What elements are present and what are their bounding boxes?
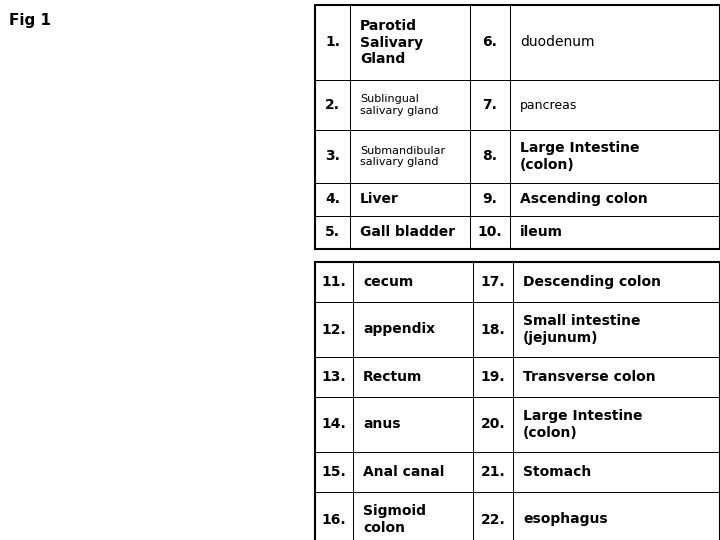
Text: 22.: 22.: [481, 512, 505, 526]
Text: Ascending colon: Ascending colon: [520, 192, 648, 206]
Text: 19.: 19.: [481, 370, 505, 384]
Text: Small intestine
(jejunum): Small intestine (jejunum): [523, 314, 641, 345]
Bar: [315, 216, 350, 249]
Bar: [513, 397, 720, 452]
Bar: [470, 80, 510, 130]
Bar: [315, 130, 350, 183]
Bar: [473, 492, 513, 540]
Bar: [353, 492, 473, 540]
Bar: [510, 216, 720, 249]
Text: 14.: 14.: [322, 417, 346, 431]
Bar: [510, 5, 720, 80]
Bar: [510, 130, 720, 183]
Bar: [353, 452, 473, 492]
Bar: [350, 80, 470, 130]
Bar: [473, 357, 513, 397]
Text: 18.: 18.: [481, 322, 505, 336]
Bar: [350, 130, 470, 183]
Text: Stomach: Stomach: [523, 465, 591, 479]
Bar: [353, 262, 473, 302]
Text: 1.: 1.: [325, 36, 340, 50]
Bar: [473, 302, 513, 357]
Text: 20.: 20.: [481, 417, 505, 431]
Text: 13.: 13.: [322, 370, 346, 384]
Text: cecum: cecum: [363, 275, 413, 289]
Text: pancreas: pancreas: [520, 98, 577, 111]
Text: Anal canal: Anal canal: [363, 465, 444, 479]
Bar: [350, 5, 470, 80]
Bar: [315, 302, 353, 357]
Bar: [315, 5, 720, 249]
Text: esophagus: esophagus: [523, 512, 608, 526]
Bar: [470, 130, 510, 183]
Bar: [513, 357, 720, 397]
Text: Liver: Liver: [360, 192, 399, 206]
Bar: [510, 80, 720, 130]
Text: 9.: 9.: [482, 192, 498, 206]
Text: Transverse colon: Transverse colon: [523, 370, 656, 384]
Bar: [350, 216, 470, 249]
Text: 7.: 7.: [482, 98, 498, 112]
Text: anus: anus: [363, 417, 400, 431]
Text: Gall bladder: Gall bladder: [360, 226, 455, 240]
Bar: [353, 397, 473, 452]
Text: 6.: 6.: [482, 36, 498, 50]
Text: Sublingual
salivary gland: Sublingual salivary gland: [360, 94, 438, 116]
Bar: [315, 5, 350, 80]
Text: ileum: ileum: [520, 226, 563, 240]
Text: duodenum: duodenum: [520, 36, 595, 50]
Bar: [473, 262, 513, 302]
Bar: [473, 397, 513, 452]
Text: 4.: 4.: [325, 192, 340, 206]
Bar: [470, 5, 510, 80]
Bar: [470, 216, 510, 249]
Text: 16.: 16.: [322, 512, 346, 526]
Bar: [473, 452, 513, 492]
Text: 8.: 8.: [482, 150, 498, 164]
Text: 21.: 21.: [481, 465, 505, 479]
Bar: [315, 183, 350, 216]
Text: Fig 1: Fig 1: [9, 14, 51, 29]
Bar: [510, 183, 720, 216]
Text: appendix: appendix: [363, 322, 436, 336]
Text: 12.: 12.: [322, 322, 346, 336]
Bar: [315, 492, 353, 540]
Bar: [315, 452, 353, 492]
Bar: [513, 492, 720, 540]
Bar: [315, 397, 353, 452]
Bar: [513, 452, 720, 492]
Text: 2.: 2.: [325, 98, 340, 112]
Bar: [315, 262, 353, 302]
Text: Large Intestine
(colon): Large Intestine (colon): [523, 409, 643, 440]
Bar: [353, 357, 473, 397]
Text: Rectum: Rectum: [363, 370, 423, 384]
Text: Parotid
Salivary
Gland: Parotid Salivary Gland: [360, 19, 423, 66]
Bar: [513, 262, 720, 302]
Bar: [315, 357, 353, 397]
Text: 11.: 11.: [322, 275, 346, 289]
Bar: [350, 183, 470, 216]
Text: 15.: 15.: [322, 465, 346, 479]
Text: Sigmoid
colon: Sigmoid colon: [363, 504, 426, 535]
Text: Submandibular
salivary gland: Submandibular salivary gland: [360, 146, 445, 167]
Bar: [353, 302, 473, 357]
Text: Descending colon: Descending colon: [523, 275, 661, 289]
Text: 3.: 3.: [325, 150, 340, 164]
Bar: [470, 183, 510, 216]
Text: 10.: 10.: [477, 226, 503, 240]
Text: Large Intestine
(colon): Large Intestine (colon): [520, 141, 639, 172]
Bar: [513, 302, 720, 357]
Bar: [315, 80, 350, 130]
Text: 17.: 17.: [481, 275, 505, 289]
Text: 5.: 5.: [325, 226, 340, 240]
Bar: [315, 262, 720, 540]
